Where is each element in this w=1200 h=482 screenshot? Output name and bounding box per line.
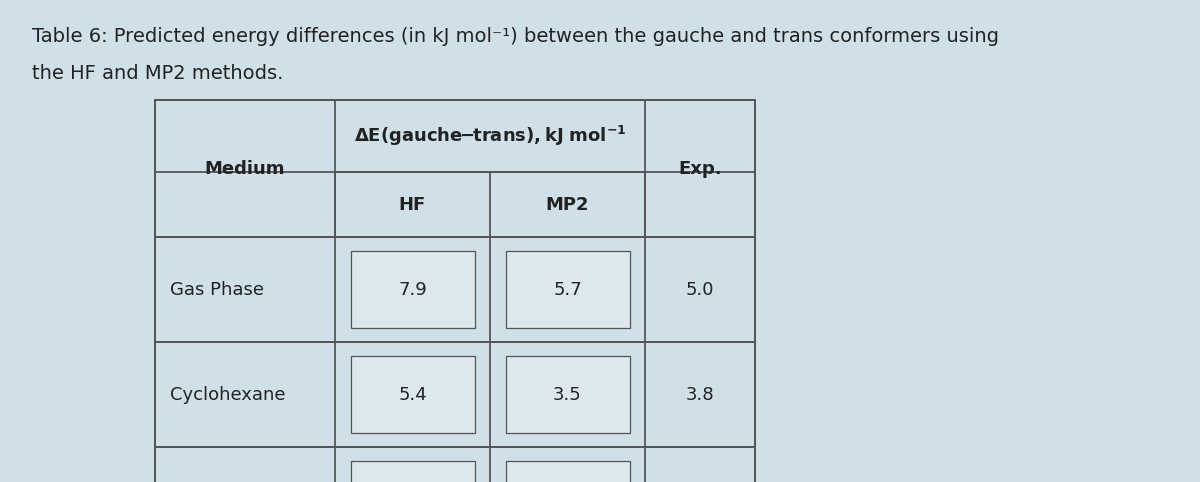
Text: Medium: Medium: [205, 160, 286, 177]
Bar: [155, 237, 755, 342]
Text: Gas Phase: Gas Phase: [170, 281, 264, 298]
Bar: [335, 172, 646, 237]
Bar: [350, 251, 474, 328]
Bar: [350, 461, 474, 482]
Bar: [505, 461, 630, 482]
Text: 3.8: 3.8: [685, 386, 714, 403]
Text: 7.9: 7.9: [398, 281, 427, 298]
Text: $\bf{\Delta E(}$$\it{\bf{gauche\!\!-\!\!trans}}$$\bf{), kJ\ mol^{-1}}$: $\bf{\Delta E(}$$\it{\bf{gauche\!\!-\!\!…: [354, 124, 626, 148]
Text: 3.5: 3.5: [553, 386, 582, 403]
Text: the HF and MP2 methods.: the HF and MP2 methods.: [32, 64, 283, 83]
Text: 5.0: 5.0: [685, 281, 714, 298]
Text: Exp.: Exp.: [678, 160, 722, 177]
Text: HF: HF: [398, 196, 426, 214]
Bar: [505, 356, 630, 433]
Text: 5.4: 5.4: [398, 386, 427, 403]
Text: 5.7: 5.7: [553, 281, 582, 298]
Bar: [350, 356, 474, 433]
Bar: [155, 100, 755, 172]
Bar: [155, 100, 755, 482]
Bar: [155, 447, 755, 482]
Bar: [505, 251, 630, 328]
Text: Cyclohexane: Cyclohexane: [170, 386, 286, 403]
Text: MP2: MP2: [546, 196, 589, 214]
Text: Table 6: Predicted energy differences (in kJ mol⁻¹) between the gauche and trans: Table 6: Predicted energy differences (i…: [32, 27, 998, 46]
Bar: [155, 342, 755, 447]
